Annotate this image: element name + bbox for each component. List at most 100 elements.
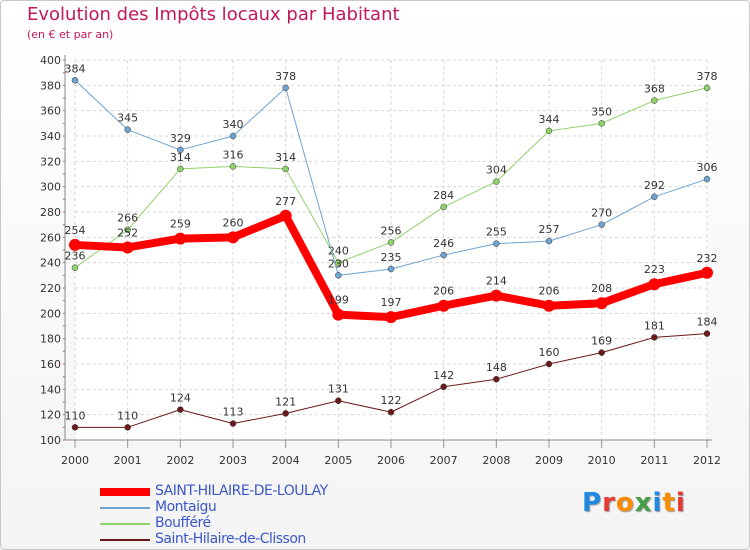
- data-label: 208: [591, 282, 612, 295]
- legend-swatch: [100, 523, 150, 525]
- y-tick-label: 120: [40, 409, 61, 422]
- data-label: 122: [381, 394, 402, 407]
- data-label: 378: [697, 70, 718, 83]
- data-point: [335, 272, 342, 279]
- data-point: [598, 349, 605, 356]
- data-point: [177, 406, 184, 413]
- data-label: 142: [433, 369, 454, 382]
- line-chart: 100 120 140 160 180 200 220 240 260 280 300 320 340 3…: [40, 54, 721, 467]
- legend-label: SAINT-HILAIRE-DE-LOULAY: [155, 483, 328, 499]
- data-label: 378: [275, 70, 296, 83]
- x-tick-label: 2007: [430, 454, 458, 467]
- data-point: [332, 308, 345, 321]
- data-label: 329: [170, 132, 191, 145]
- data-point: [124, 226, 131, 233]
- y-tick-label: 260: [40, 231, 61, 244]
- data-label: 314: [275, 151, 296, 164]
- data-point: [282, 410, 289, 417]
- data-label: 266: [117, 212, 138, 225]
- legend-swatch: [100, 488, 150, 496]
- data-label: 169: [591, 335, 612, 348]
- data-label: 306: [697, 161, 718, 174]
- x-tick-label: 2004: [272, 454, 300, 467]
- data-label: 206: [539, 285, 560, 298]
- x-tick-label: 2012: [693, 454, 721, 467]
- legend-item-saint-hilaire-de-loulay: SAINT-HILAIRE-DE-LOULAY: [100, 483, 420, 500]
- data-point: [703, 175, 711, 183]
- x-tick-label: 2006: [377, 454, 405, 467]
- logo-letter: i: [675, 488, 686, 518]
- legend-swatch: [100, 507, 150, 509]
- data-label: 110: [65, 409, 86, 422]
- logo-letter: o: [615, 488, 635, 518]
- data-point: [490, 289, 503, 302]
- data-label: 124: [170, 392, 191, 405]
- x-tick-label: 2002: [166, 454, 194, 467]
- data-point: [71, 264, 79, 271]
- data-label: 259: [170, 218, 191, 231]
- data-point: [177, 146, 184, 154]
- data-point: [648, 278, 661, 291]
- data-label: 304: [486, 164, 507, 177]
- data-label: 181: [644, 319, 665, 332]
- chart-subtitle: (en € et par an): [27, 28, 114, 41]
- data-point: [279, 209, 292, 222]
- data-point: [124, 126, 131, 133]
- data-point: [651, 97, 658, 104]
- data-point: [543, 299, 555, 312]
- data-label: 113: [223, 406, 244, 419]
- data-label: 256: [381, 224, 402, 237]
- y-tick-label: 300: [40, 181, 61, 194]
- y-tick-label: 140: [40, 383, 61, 396]
- x-tick-label: 2005: [324, 454, 352, 467]
- data-label: 340: [223, 118, 244, 131]
- data-point: [177, 165, 184, 173]
- x-tick-label: 2001: [114, 454, 142, 467]
- data-point: [387, 239, 395, 246]
- y-tick-label: 200: [40, 307, 61, 320]
- y-tick-label: 380: [40, 79, 61, 92]
- chart-title: Evolution des Impôts locaux par Habitant: [27, 4, 400, 25]
- data-point: [335, 397, 342, 404]
- data-point: [493, 240, 500, 247]
- data-point: [651, 193, 658, 201]
- data-point: [69, 238, 81, 251]
- x-tick-label: 2003: [219, 454, 247, 467]
- data-label: 292: [644, 179, 665, 192]
- data-label: 223: [644, 263, 665, 276]
- data-label: 148: [486, 361, 507, 374]
- data-label: 350: [591, 105, 612, 118]
- data-label: 230: [328, 257, 349, 270]
- data-label: 236: [65, 250, 86, 263]
- data-label: 131: [328, 383, 349, 396]
- x-tick-label: 2009: [535, 454, 563, 467]
- data-point: [174, 232, 187, 245]
- data-label: 110: [117, 409, 138, 422]
- logo-letter: t: [662, 488, 676, 518]
- data-point: [387, 408, 395, 416]
- y-tick-label: 340: [40, 130, 61, 143]
- y-tick-label: 100: [40, 434, 61, 447]
- data-point: [437, 299, 450, 312]
- data-point: [545, 360, 553, 368]
- data-label: 255: [486, 226, 507, 239]
- legend-item-montaigu: Montaigu: [100, 499, 420, 516]
- legend-label: Boufféré: [155, 515, 211, 531]
- data-label: 254: [65, 224, 86, 237]
- data-label: 199: [328, 294, 349, 307]
- data-point: [121, 241, 134, 254]
- logo-letter: r: [602, 488, 616, 518]
- data-point: [282, 84, 289, 92]
- data-point: [545, 237, 553, 245]
- data-point: [335, 259, 342, 266]
- x-tick-label: 2011: [640, 454, 668, 467]
- data-label: 260: [223, 216, 244, 229]
- data-point: [493, 178, 500, 185]
- logo-letter: i: [652, 488, 663, 518]
- data-point: [598, 221, 605, 228]
- data-point: [545, 127, 553, 135]
- data-point: [701, 266, 713, 279]
- data-label: 344: [539, 113, 560, 126]
- data-label: 184: [697, 316, 718, 329]
- data-point: [385, 311, 397, 324]
